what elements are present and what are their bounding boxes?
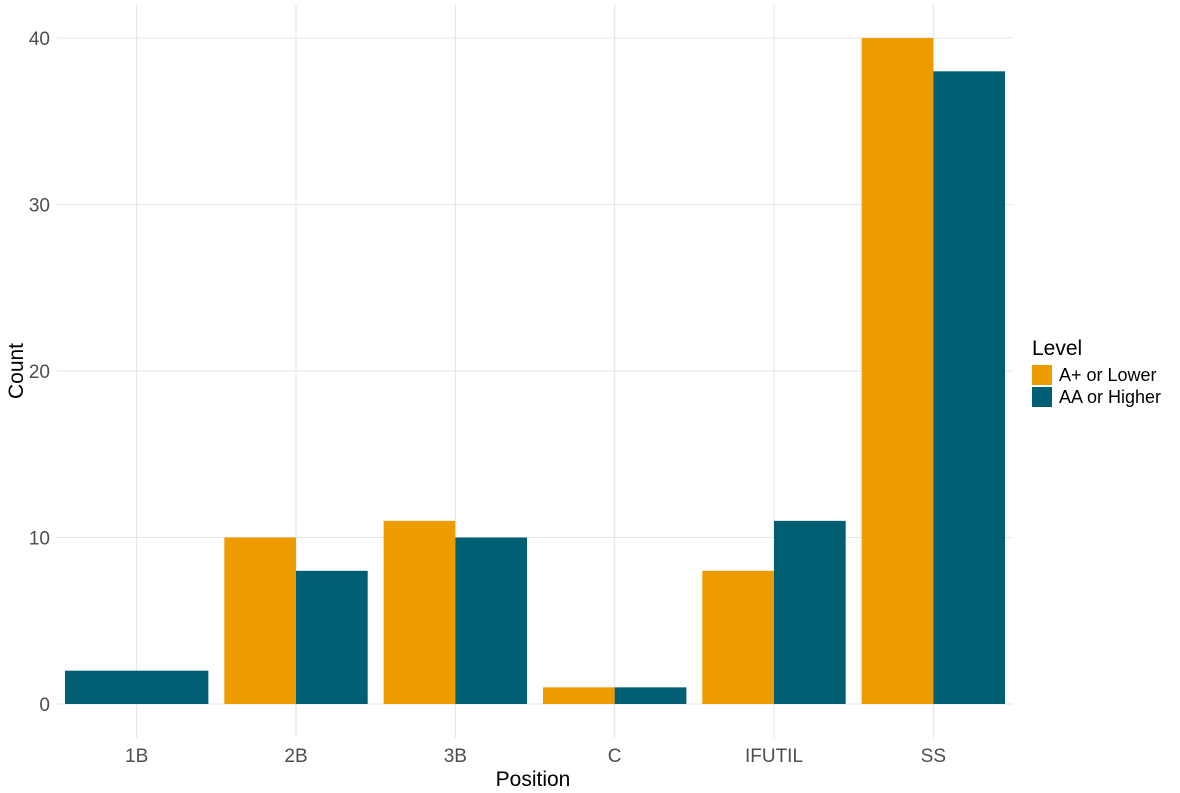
x-axis-title: Position [496, 768, 571, 791]
x-axis-ticks: 1B 2B 3B C IFUTIL SS [125, 746, 946, 767]
legend-label: A+ or Lower [1059, 365, 1157, 385]
bar-2b-aa-or-higher [296, 570, 368, 704]
bar-ss-aa-or-higher [933, 71, 1006, 705]
x-tick-label: C [608, 746, 622, 767]
bar-3b-a-or-lower [383, 520, 456, 704]
y-tick-label: 30 [29, 196, 50, 217]
x-tick-label: 1B [125, 746, 148, 767]
bar-ss-a-or-lower [861, 38, 934, 704]
bar-c-a-or-lower [542, 687, 615, 704]
y-axis-ticks: 0 10 20 30 40 [29, 29, 50, 716]
bar-ifutil-aa-or-higher [774, 520, 846, 704]
legend-title: Level [1032, 337, 1082, 360]
y-tick-label: 10 [29, 529, 50, 550]
bar-ifutil-a-or-lower [702, 570, 774, 704]
bar-3b-aa-or-higher [455, 537, 528, 704]
bar-c-aa-or-higher [614, 687, 687, 704]
legend-key [1032, 387, 1052, 407]
legend-label: AA or Higher [1059, 387, 1161, 407]
y-tick-label: 40 [29, 29, 50, 50]
legend-key [1032, 365, 1052, 385]
bars [64, 38, 1006, 705]
x-tick-label: 3B [444, 746, 467, 767]
bar-2b-a-or-lower [224, 537, 296, 704]
bar-1b-aa-or-higher [64, 670, 209, 704]
x-tick-label: IFUTIL [745, 746, 803, 767]
x-tick-label: 2B [284, 746, 307, 767]
y-axis-title: Count [5, 343, 28, 399]
y-tick-label: 0 [39, 695, 50, 716]
y-tick-label: 20 [29, 362, 50, 383]
x-tick-label: SS [921, 746, 946, 767]
